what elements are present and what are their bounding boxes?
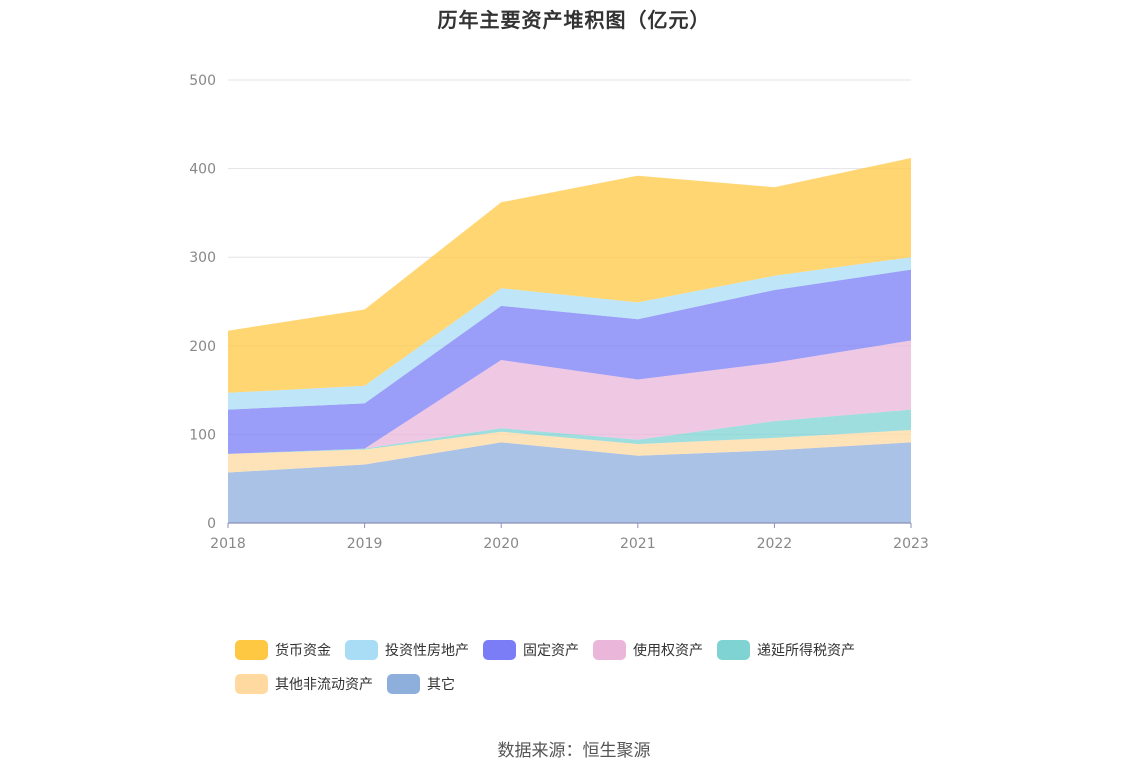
- legend-label: 使用权资产: [633, 643, 703, 659]
- legend-label: 递延所得税资产: [757, 643, 855, 659]
- x-tick-label: 2020: [483, 536, 519, 552]
- series-area-6[interactable]: [228, 158, 911, 393]
- x-tick-label: 2019: [347, 536, 383, 552]
- legend-item[interactable]: 固定资产: [483, 638, 579, 662]
- series-area-3[interactable]: [228, 340, 911, 454]
- legend-swatch: [387, 674, 420, 694]
- x-tick-label: 2022: [757, 536, 793, 552]
- stacked-area-chart: 0 100 200 300 400 500 2018 2019 2020 2021 2022 2023: [189, 73, 929, 552]
- y-tick-label: 100: [189, 427, 216, 443]
- series-area-4[interactable]: [228, 269, 911, 454]
- legend-swatch: [717, 640, 750, 660]
- legend-item[interactable]: 投资性房地产: [345, 638, 469, 662]
- series-area-1[interactable]: [228, 430, 911, 473]
- legend-label: 投资性房地产: [385, 643, 469, 659]
- legend-item[interactable]: 递延所得税资产: [717, 638, 855, 662]
- source-note: 数据来源：恒生聚源: [497, 741, 651, 761]
- legend-swatch: [345, 640, 378, 660]
- legend-swatch: [235, 640, 268, 660]
- chart-title: 历年主要资产堆积图（亿元）: [437, 8, 711, 32]
- x-tick-label: 2021: [620, 536, 656, 552]
- legend-label: 固定资产: [523, 643, 579, 659]
- legend-label: 货币资金: [275, 643, 331, 659]
- y-tick-label: 200: [189, 339, 216, 355]
- series-area-5[interactable]: [228, 257, 911, 410]
- y-tick-label: 300: [189, 250, 216, 266]
- y-tick-label: 500: [189, 73, 216, 89]
- legend-label: 其它: [427, 677, 455, 693]
- legend-item[interactable]: 其他非流动资产: [235, 672, 373, 696]
- legend-item[interactable]: 货币资金: [235, 638, 331, 662]
- legend-label: 其他非流动资产: [275, 677, 373, 693]
- series-area-2[interactable]: [228, 409, 911, 454]
- y-tick-label: 0: [207, 516, 216, 532]
- x-tick-label: 2023: [893, 536, 929, 552]
- legend-swatch: [483, 640, 516, 660]
- chart-legend: 货币资金 投资性房地产 固定资产 使用权资产 递延所得税资产其他非流动资产 其它: [235, 638, 935, 696]
- y-tick-label: 400: [189, 162, 216, 178]
- legend-swatch: [593, 640, 626, 660]
- series-area-0[interactable]: [228, 442, 911, 523]
- legend-item[interactable]: 使用权资产: [593, 638, 703, 662]
- legend-swatch: [235, 674, 268, 694]
- x-tick-label: 2018: [210, 536, 246, 552]
- legend-item[interactable]: 其它: [387, 672, 455, 696]
